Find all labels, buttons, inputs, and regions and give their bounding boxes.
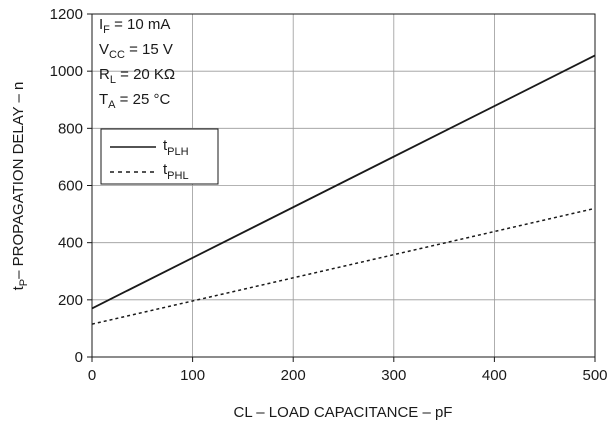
y-tick-label: 200 <box>58 292 83 309</box>
grid <box>92 14 595 357</box>
x-tick-label: 400 <box>482 367 507 384</box>
legend-box <box>100 128 219 185</box>
y-tick-label: 1200 <box>50 6 83 23</box>
x-axis-label: CL – LOAD CAPACITANCE – pF <box>234 404 453 421</box>
x-tick-label: 500 <box>582 367 607 384</box>
y-tick-label: 1000 <box>50 63 83 80</box>
x-tick-label: 0 <box>88 367 96 384</box>
condition-ta: TA = 25 °C <box>99 91 170 111</box>
x-tick-label: 100 <box>180 367 205 384</box>
legend-label-tphl: tPHL <box>163 161 189 182</box>
series-lines <box>91 54 596 325</box>
y-tick-label: 400 <box>58 235 83 252</box>
y-tick-label: 0 <box>75 349 83 366</box>
legend-label-tplh: tPLH <box>163 137 189 158</box>
legend: tPLH tPHL <box>100 128 219 185</box>
series-line-tplh <box>91 54 596 310</box>
x-tick-label: 200 <box>281 367 306 384</box>
condition-if: IF = 10 mA <box>99 16 170 36</box>
x-tick-label: 300 <box>381 367 406 384</box>
y-tick-label: 600 <box>58 178 83 195</box>
y-tick-label: 800 <box>58 120 83 137</box>
y-axis-label: tP– PROPAGATION DELAY – n <box>10 82 30 291</box>
condition-rl: RL = 20 KΩ <box>99 66 175 86</box>
conditions-annotation: IF = 10 mA VCC = 15 V RL = 20 KΩ TA = 25… <box>99 16 175 111</box>
y-axis-ticks: 0 200 400 600 800 1000 1200 <box>50 6 92 366</box>
condition-vcc: VCC = 15 V <box>99 41 173 61</box>
series-line-tphl <box>91 207 596 325</box>
x-axis-ticks: 0 100 200 300 400 500 <box>88 357 608 384</box>
